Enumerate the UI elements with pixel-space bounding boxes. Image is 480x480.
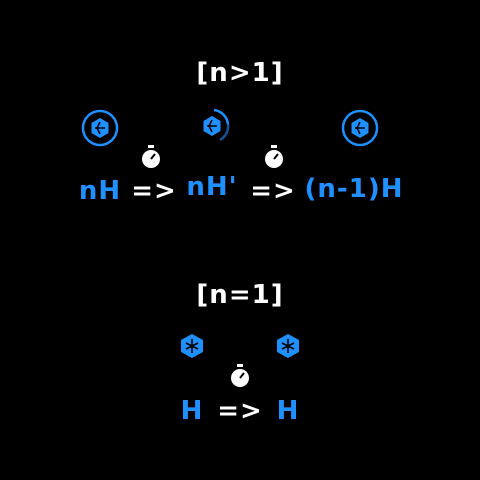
hexagon-tile-icon — [341, 109, 379, 147]
condition-n-greater-than-1: [n>1] — [196, 58, 284, 88]
hexagon-tile-icon — [81, 109, 119, 147]
arrow-implies: => — [250, 176, 296, 206]
stopwatch-icon — [140, 145, 162, 169]
term-nH: nH — [78, 176, 122, 206]
term-H: H — [180, 396, 204, 426]
arrow-implies: => — [131, 176, 177, 206]
hexagon-tile-spinning-icon — [193, 107, 231, 145]
term-H: H — [276, 396, 300, 426]
hexagon-tile-icon — [179, 333, 205, 359]
stopwatch-icon — [229, 364, 251, 388]
arrow-implies: => — [217, 396, 263, 426]
term-nH-prime: nH' — [186, 172, 238, 202]
hexagon-tile-icon — [275, 333, 301, 359]
term-n-minus-1-H: (n-1)H — [304, 174, 404, 204]
condition-n-equals-1: [n=1] — [196, 280, 284, 310]
stopwatch-icon — [263, 145, 285, 169]
